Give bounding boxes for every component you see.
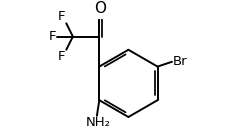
Text: F: F: [58, 10, 65, 23]
Text: Br: Br: [172, 55, 186, 68]
Text: NH₂: NH₂: [85, 116, 110, 129]
Text: F: F: [58, 50, 65, 63]
Text: F: F: [49, 30, 57, 43]
Text: O: O: [94, 1, 106, 16]
